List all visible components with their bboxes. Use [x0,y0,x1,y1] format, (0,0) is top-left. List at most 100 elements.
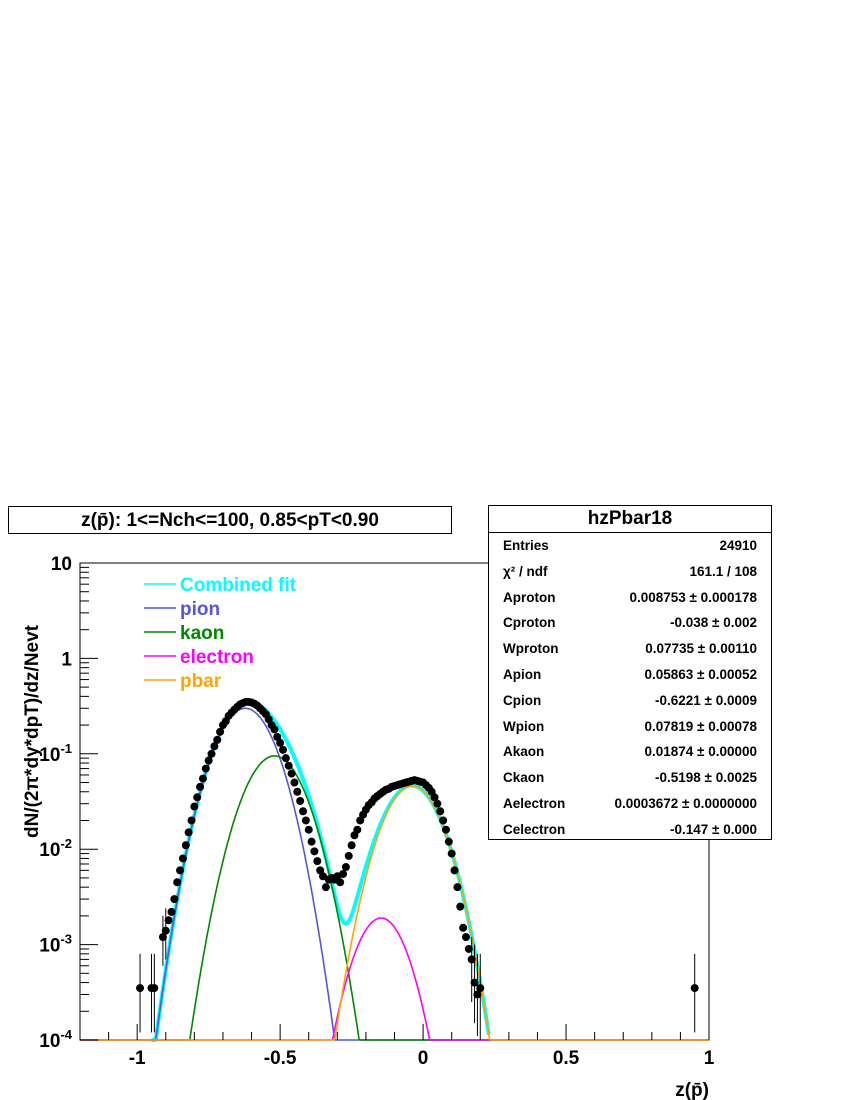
data-point [341,863,350,872]
y-tick-label: 10-4 [39,1027,72,1052]
data-point [190,802,199,811]
stats-row-label: Aelectron [503,795,566,811]
y-tick-label: 1 [61,649,72,670]
data-point [461,933,470,942]
y-tick-label: 10-2 [39,836,72,861]
data-point [193,793,202,802]
stats-row-label: Cpion [503,692,542,708]
data-point [278,745,287,754]
stats-row-label: Akaon [503,744,545,760]
stats-row: Apion 0.05863 ± 0.00052 [489,662,771,688]
stats-row-label: Ckaon [503,770,545,786]
y-tick-label: 10-3 [39,932,72,957]
stats-row: Cproton -0.038 ± 0.002 [489,610,771,636]
stats-row-value: 0.07819 ± 0.00078 [644,718,757,734]
data-point [296,797,305,806]
stats-row: Wproton 0.07735 ± 0.00110 [489,636,771,662]
data-point [447,849,456,858]
data-point [181,841,190,850]
data-point [196,782,205,791]
stats-row: Cpion -0.6221 ± 0.0009 [489,688,771,714]
y-tick-label: 10 [51,554,72,575]
stats-row-value: -0.038 ± 0.002 [670,615,757,631]
stats-row-value: -0.147 ± 0.000 [670,821,757,837]
electron-curve [80,917,709,1041]
legend-label: pion [180,599,220,620]
data-point [433,799,442,808]
legend-label: Combined fit [180,575,297,596]
data-point [198,774,207,783]
data-point [176,866,185,875]
stats-row: χ² / ndf 161.1 / 108 [489,559,771,585]
pbar-curve [80,785,709,1041]
data-point [201,764,210,773]
stats-row-value: -0.5198 ± 0.0025 [655,770,757,786]
legend-label: pbar [180,671,222,692]
stats-row-value: 161.1 / 108 [689,563,757,579]
stats-row: Akaon 0.01874 ± 0.00000 [489,739,771,765]
stats-row-label: Celectron [503,821,566,837]
x-tick-label: 1 [704,1048,715,1069]
y-axis-label: dN/(2π*dy*dpT)/dz/Nevt [22,624,43,838]
data-point [436,807,445,816]
stats-row-value: 0.0003672 ± 0.0000000 [614,795,757,811]
data-point [441,825,450,834]
data-point [287,769,296,778]
stats-row-label: Apion [503,666,542,682]
data-point [464,944,473,953]
data-point [178,854,187,863]
stats-row: Entries 24910 [489,533,771,559]
data-point [167,907,176,916]
stats-row-value: 0.01874 ± 0.00000 [644,744,757,760]
chart-title: z(p̄): 1<=Nch<=100, 0.85<pT<0.90 [8,506,452,534]
legend-label: electron [180,647,254,668]
data-point [281,754,290,763]
stats-box: hzPbar18 Entries 24910 χ² / ndf 161.1 / 108… [488,505,772,840]
data-point [313,857,322,866]
x-axis-label: z(p̄) [675,1080,709,1100]
data-point [344,851,353,860]
data-point [307,837,316,846]
legend-label: kaon [180,623,224,644]
stats-row: Aproton 0.008753 ± 0.000178 [489,585,771,611]
data-point [450,866,459,875]
data-point [453,883,462,892]
stats-row-label: Wpion [503,718,545,734]
x-tick-label: 0 [418,1048,429,1069]
stats-row-value: 0.008753 ± 0.000178 [629,589,757,605]
data-point [290,778,299,787]
x-tick-label: 0.5 [553,1048,580,1069]
data-point [276,738,285,747]
data-point [339,869,348,878]
data-point [456,902,465,911]
data-point [299,807,308,816]
stats-row-label: Cproton [503,615,556,631]
stats-row: Celectron -0.147 ± 0.000 [489,817,771,843]
data-point [444,837,453,846]
data-point [439,816,448,825]
stats-row-label: Entries [503,538,549,553]
stats-row-value: 0.05863 ± 0.00052 [644,666,757,682]
data-point [270,725,279,734]
data-point [164,916,173,925]
stats-box-name: hzPbar18 [489,506,771,533]
data-point [321,883,330,892]
stats-row: Ckaon -0.5198 ± 0.0025 [489,765,771,791]
y-tick-label: 10-1 [39,741,72,766]
stats-row: Wpion 0.07819 ± 0.00078 [489,714,771,740]
data-point [304,825,313,834]
data-point [310,847,319,856]
stats-row-value: 0.07735 ± 0.00110 [645,641,757,657]
x-tick-label: -1 [129,1048,146,1069]
data-point [210,742,219,751]
data-point [459,923,468,932]
stats-row: Aelectron 0.0003672 ± 0.0000000 [489,791,771,817]
data-point [353,825,362,834]
stats-row-value: 24910 [719,538,757,553]
data-point [293,787,302,796]
data-point [316,866,325,875]
data-point [213,735,222,744]
stats-row-value: -0.6221 ± 0.0009 [655,692,757,708]
x-tick-label: -0.5 [264,1048,297,1069]
